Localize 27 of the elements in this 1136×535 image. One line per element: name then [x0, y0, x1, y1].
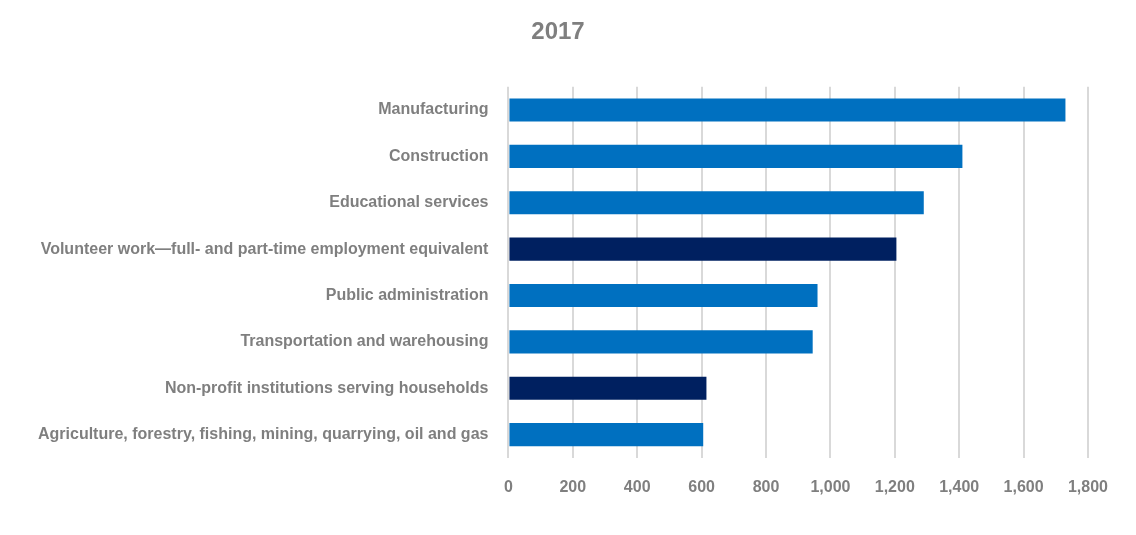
x-tick-label: 1,800 [1067, 477, 1109, 495]
y-tick-label: Educational services [329, 193, 489, 211]
y-tick-label: Construction [388, 146, 489, 164]
x-tick-label: 200 [559, 477, 587, 495]
x-tick-label: 0 [503, 477, 513, 495]
chart-title: 2017 [531, 17, 585, 45]
y-tick-label: Agriculture, forestry, fishing, mining, quarrying, oil and gas [38, 425, 489, 443]
x-tick-label: 800 [752, 477, 780, 495]
bar [509, 191, 924, 215]
y-tick-label: Manufacturing [378, 100, 489, 118]
bar [509, 98, 1066, 122]
bar [509, 144, 963, 168]
bar [509, 283, 818, 308]
bar [509, 330, 813, 354]
x-tick-label: 1,400 [939, 477, 980, 495]
x-tick-label: 600 [688, 477, 716, 495]
bar [509, 237, 897, 261]
x-tick-label: 1,200 [874, 477, 915, 495]
x-tick-label: 1,000 [810, 477, 851, 495]
y-tick-label: Non-profit institutions serving households [164, 378, 489, 396]
y-tick-label: Transportation and warehousing [240, 332, 489, 350]
bar [509, 423, 704, 447]
x-tick-label: 1,600 [1003, 477, 1044, 495]
bar [509, 376, 707, 400]
x-tick-label: 400 [623, 477, 651, 495]
y-tick-label: Volunteer work—full- and part-time employment equivalent [40, 239, 490, 257]
y-tick-label: Public administration [325, 285, 489, 303]
